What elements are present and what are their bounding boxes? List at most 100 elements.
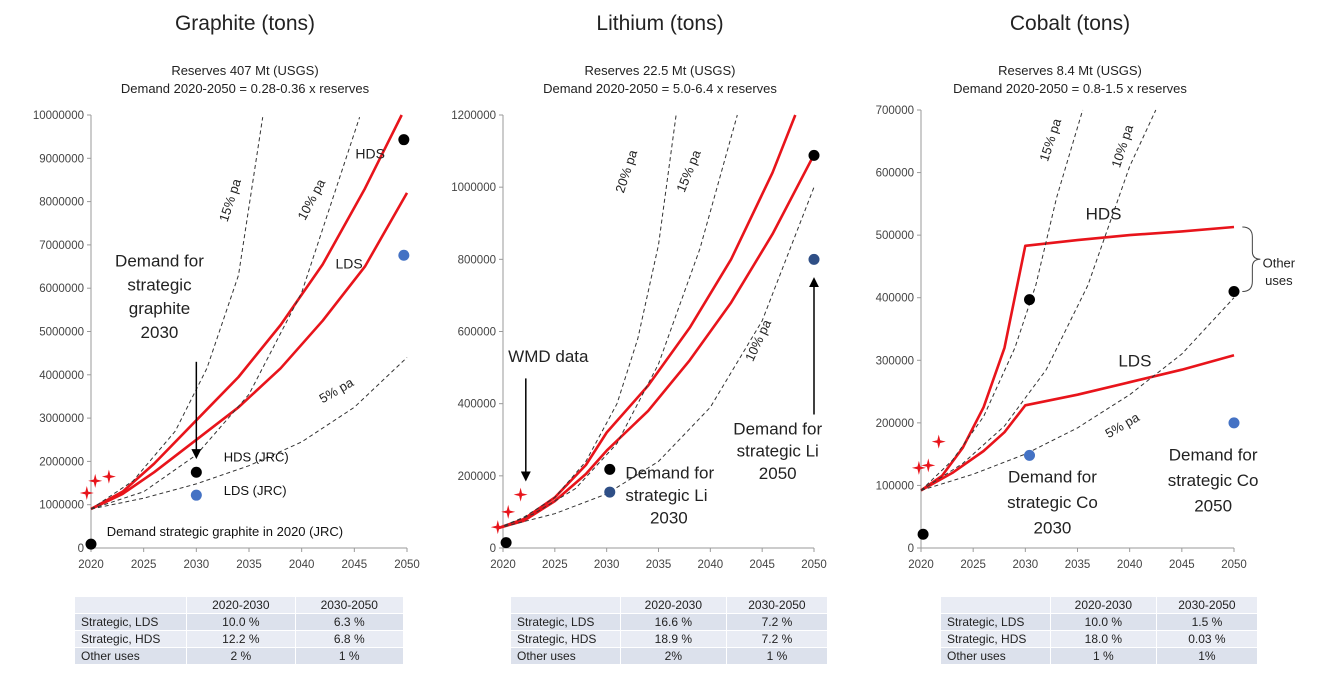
x-tick-label: 2025 (542, 559, 568, 571)
y-tick-label: 200000 (876, 418, 914, 430)
table-cell: Strategic, LDS (940, 613, 1051, 631)
series-line-lds (90, 192, 409, 511)
series-line-15-pa (90, 117, 264, 510)
series-line-15-pa (497, 114, 738, 529)
annotation-label: 15% pa (673, 147, 704, 194)
annotation-label: 2030 (650, 508, 688, 527)
x-tick-label: 2040 (698, 559, 724, 571)
x-tick-label: 2045 (749, 559, 775, 571)
data-point (398, 134, 410, 146)
data-point (604, 486, 616, 498)
table-header-cell: 2020-2030 (1049, 596, 1157, 614)
data-point (85, 538, 97, 550)
annotation-label: Demand for (115, 252, 204, 271)
series-line-10-pa (920, 109, 1157, 491)
table-cell: Other uses (73, 647, 188, 665)
y-tick-label: 0 (78, 543, 84, 555)
data-point (808, 253, 820, 265)
y-tick-label: 100000 (876, 480, 914, 492)
other-uses-brace (1242, 226, 1261, 292)
annotation-label: strategic Co (1168, 471, 1259, 490)
wmd-data-star (513, 487, 528, 502)
y-tick-label: 7000000 (39, 240, 84, 252)
annotation-label: 2050 (1194, 497, 1232, 516)
data-point (190, 489, 202, 501)
table-header-cell: 2030-2050 (1155, 596, 1259, 614)
table-cell: Strategic, HDS (73, 630, 188, 648)
chart-subtitle: Reserves 22.5 Mt (USGS) (585, 63, 736, 78)
y-tick-label: 3000000 (39, 413, 84, 425)
annotation-label: 2030 (141, 323, 179, 342)
table-row: Strategic, LDS 16.6 % 7.2 % (510, 613, 829, 631)
annotation-label: HDS (1086, 205, 1122, 224)
y-tick-label: 4000000 (39, 370, 84, 382)
y-tick-label: 10000000 (33, 110, 84, 122)
table-cell: 1.5 % (1155, 613, 1259, 631)
chart-panel-2: Lithium (tons) Reserves 22.5 Mt (USGS) Dem… (451, 12, 827, 571)
annotation-label: 15% pa (1036, 116, 1064, 163)
annotation-label: Demand for (1008, 467, 1097, 486)
x-tick-label: 2040 (289, 559, 315, 571)
data-point (604, 463, 616, 475)
table-header-row: 2020-2030 2030-2050 (510, 596, 829, 614)
table-header-cell: 2030-2050 (294, 596, 405, 614)
data-point (190, 466, 202, 478)
y-tick-label: 1200000 (451, 110, 496, 122)
annotation-label: WMD data (508, 347, 589, 366)
data-point (1024, 294, 1036, 306)
x-tick-label: 2020 (908, 559, 934, 571)
annotation-label: 2050 (759, 464, 797, 483)
table-cell: 16.6 % (619, 613, 727, 631)
x-tick-label: 2020 (78, 559, 104, 571)
annotation-label: Demand for (625, 464, 714, 483)
y-tick-label: 300000 (876, 355, 914, 367)
annotation-label: HDS (355, 145, 385, 161)
annotation-label: 10% pa (1108, 122, 1136, 169)
series-line-hds (497, 114, 797, 530)
table-header-cell: 2030-2050 (725, 596, 829, 614)
table-header-cell (510, 596, 621, 614)
table-row: Strategic, HDS 18.0 % 0.03 % (940, 630, 1259, 648)
x-tick-label: 2035 (236, 559, 262, 571)
y-tick-label: 6000000 (39, 283, 84, 295)
chart-panel-3: Cobalt (tons) Reserves 8.4 Mt (USGS) Deman… (876, 12, 1296, 571)
x-tick-label: 2030 (184, 559, 210, 571)
x-tick-label: 2050 (394, 559, 420, 571)
y-tick-label: 600000 (458, 327, 496, 339)
table-cell: 7.2 % (725, 630, 829, 648)
growth-rate-table: 2020-2030 2030-2050 Strategic, LDS 16.6 % 7.… (510, 596, 829, 665)
annotation-label: LDS (335, 256, 362, 272)
table-cell: 7.2 % (725, 613, 829, 631)
series-line-5-pa (90, 357, 408, 510)
data-point (500, 537, 512, 549)
table-cell: 1 % (294, 647, 405, 665)
wmd-data-star (101, 469, 116, 484)
chart-title: Lithium (tons) (596, 12, 723, 35)
table-row: Other uses 1 % 1% (940, 647, 1259, 665)
x-tick-label: 2020 (490, 559, 516, 571)
annotation-label: strategic Co (1007, 493, 1098, 512)
table-cell: 2 % (186, 647, 296, 665)
x-tick-label: 2040 (1117, 559, 1143, 571)
series-line-hds (920, 225, 1235, 492)
y-tick-label: 0 (490, 543, 496, 555)
annotation-label: 2030 (1034, 519, 1072, 538)
x-tick-label: 2050 (1221, 559, 1247, 571)
table-row: Strategic, LDS 10.0 % 6.3 % (73, 613, 405, 631)
chart-subtitle: Demand 2020-2050 = 0.28-0.36 x reserves (121, 81, 370, 96)
x-tick-label: 2050 (801, 559, 827, 571)
wmd-data-star (79, 486, 94, 500)
table-cell: 18.9 % (619, 630, 727, 648)
x-tick-label: 2030 (594, 559, 620, 571)
wmd-data-star (501, 504, 516, 519)
table-row: Other uses 2 % 1 % (73, 647, 405, 665)
table-cell: 10.0 % (1049, 613, 1157, 631)
table-cell: Other uses (510, 647, 621, 665)
annotation-label: strategic Li (625, 486, 707, 505)
table-row: Strategic, LDS 10.0 % 1.5 % (940, 613, 1259, 631)
table-row: Strategic, HDS 12.2 % 6.8 % (73, 630, 405, 648)
growth-rate-table: 2020-2030 2030-2050 Strategic, LDS 10.0 % 1.… (940, 596, 1259, 665)
annotation-label: 10% pa (742, 317, 775, 364)
y-tick-label: 1000000 (39, 500, 84, 512)
